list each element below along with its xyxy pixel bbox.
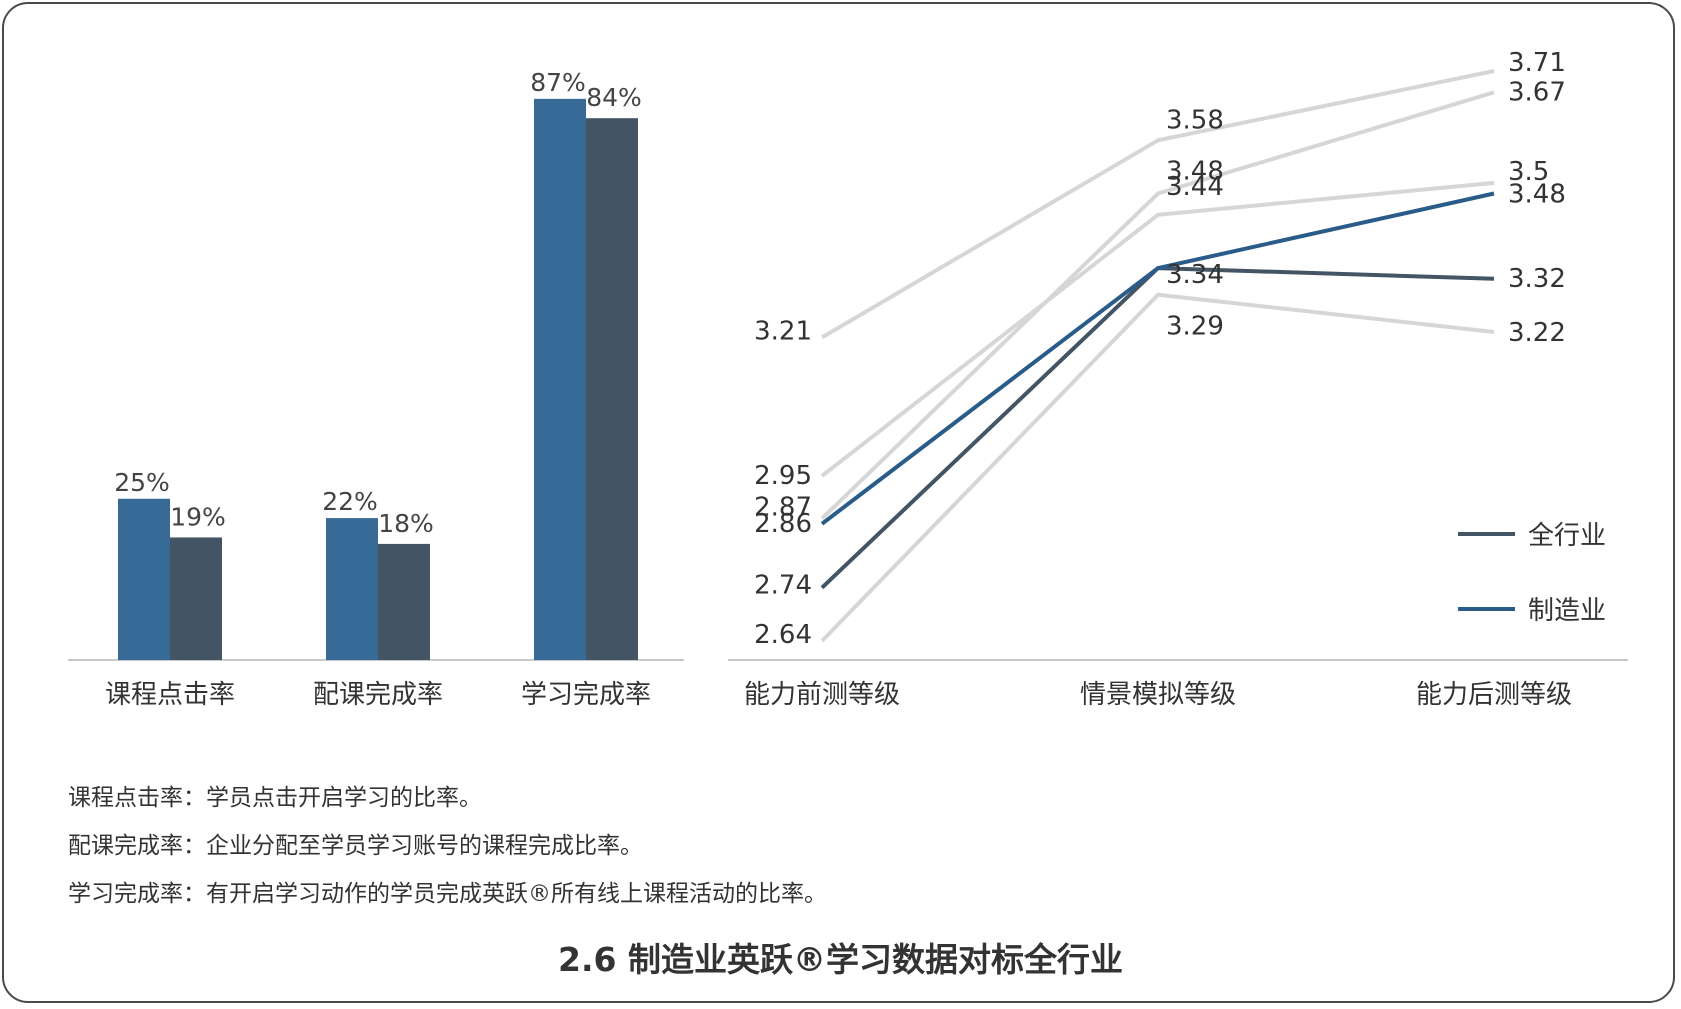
line-data-label: 2.87	[754, 492, 812, 522]
series-line	[820, 90, 1495, 520]
line-data-label: 3.32	[1508, 264, 1566, 294]
line-data-label: 3.58	[1166, 105, 1224, 135]
bar	[326, 518, 378, 660]
line-data-label: 3.44	[1166, 172, 1224, 202]
line-data-label: 3.22	[1508, 318, 1566, 348]
line-data-label: 2.95	[754, 461, 812, 491]
line-category-label: 能力后测等级	[1416, 680, 1572, 710]
bar-data-label: 87%	[530, 68, 586, 97]
bar	[378, 543, 430, 660]
line-data-label: 2.64	[754, 620, 812, 650]
line-data-label: 3.48	[1508, 180, 1566, 210]
bar-category-label: 课程点击率	[105, 680, 235, 710]
bar	[118, 498, 170, 660]
line-category-label: 情景模拟等级	[1080, 680, 1236, 710]
line-data-label: 3.71	[1508, 48, 1566, 78]
bar	[534, 98, 586, 661]
bar-data-label: 84%	[586, 83, 642, 112]
bar-category-label: 配课完成率	[313, 680, 443, 710]
line-data-label: 2.86	[754, 509, 812, 539]
series-line	[820, 292, 1495, 643]
line-data-label: 3.67	[1508, 77, 1566, 107]
bar	[170, 537, 222, 660]
series-line	[820, 191, 1495, 526]
bar-category-label: 学习完成率	[521, 680, 651, 710]
series-line	[820, 69, 1495, 340]
line-category-label: 能力前测等级	[744, 680, 900, 710]
note-assigned-completion: 配课完成率：企业分配至学员学习账号的课程完成比率。	[68, 833, 643, 859]
bar-data-label: 19%	[170, 502, 226, 531]
note-learning-completion: 学习完成率：有开启学习动作的学员完成英跃®所有线上课程活动的比率。	[68, 881, 827, 907]
legend-label: 制造业	[1528, 596, 1606, 626]
line-data-label: 3.29	[1166, 312, 1224, 342]
bar	[586, 118, 638, 660]
figure-title: 2.6 制造业英跃®学习数据对标全行业	[558, 940, 1123, 979]
bar-data-label: 22%	[322, 487, 378, 516]
note-click-rate: 课程点击率：学员点击开启学习的比率。	[68, 785, 482, 811]
bar-data-label: 25%	[114, 468, 170, 497]
legend-label: 全行业	[1528, 521, 1606, 551]
line-data-label: 3.5	[1508, 157, 1549, 187]
bar-data-label: 18%	[378, 509, 434, 538]
series-line	[820, 180, 1495, 478]
line-data-label: 3.21	[754, 316, 812, 346]
line-data-label: 2.74	[754, 571, 812, 601]
line-data-label: 3.34	[1166, 260, 1224, 290]
bar-chart: 课程点击率 配课完成率 学习完成率 25% 22% 87% 19% 18% 84%	[68, 68, 684, 710]
line-data-label: 3.48	[1166, 157, 1224, 187]
